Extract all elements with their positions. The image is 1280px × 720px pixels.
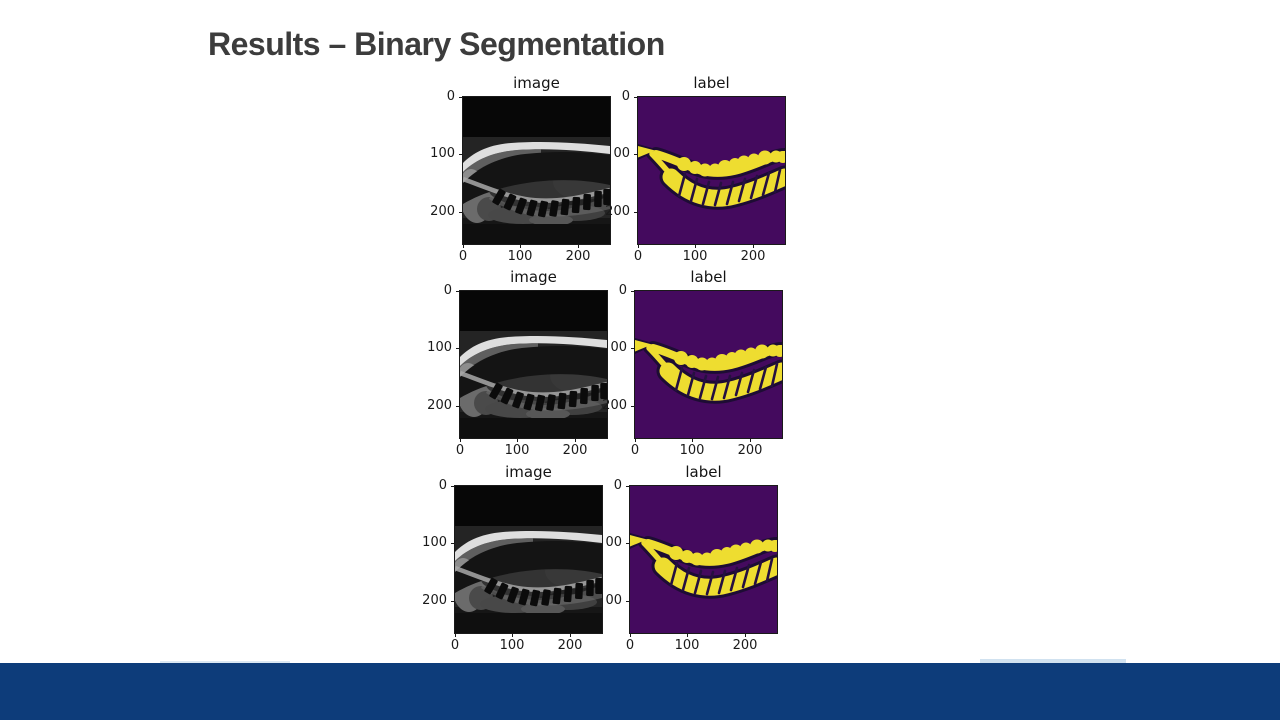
x-tick-label: 200 bbox=[732, 638, 758, 653]
segmentation-mask-image bbox=[630, 486, 777, 633]
x-tick-mark bbox=[512, 633, 513, 637]
mask-plot bbox=[629, 485, 778, 634]
y-tick-label: 0 bbox=[446, 89, 455, 104]
y-tick-mark bbox=[451, 601, 455, 602]
x-tick-label: 200 bbox=[557, 638, 583, 653]
y-tick-label: 100 bbox=[430, 146, 455, 161]
x-tick-mark bbox=[575, 438, 576, 442]
mri-plot bbox=[454, 485, 603, 634]
subplot-title: label bbox=[690, 268, 727, 286]
x-tick-label: 200 bbox=[565, 249, 591, 264]
x-tick-label: 0 bbox=[625, 638, 635, 653]
x-tick-mark bbox=[638, 244, 639, 248]
spine-mri-image bbox=[455, 486, 602, 633]
subplot-title: image bbox=[510, 268, 557, 286]
mri-plot bbox=[462, 96, 611, 245]
y-tick-label: 200 bbox=[427, 398, 452, 413]
y-tick-mark bbox=[451, 543, 455, 544]
y-tick-label: 100 bbox=[427, 340, 452, 355]
x-tick-label: 0 bbox=[630, 443, 640, 458]
x-tick-label: 200 bbox=[737, 443, 763, 458]
x-tick-label: 200 bbox=[562, 443, 588, 458]
y-tick-label: 0 bbox=[438, 478, 447, 493]
x-tick-mark bbox=[750, 438, 751, 442]
y-tick-mark bbox=[456, 406, 460, 407]
x-tick-mark bbox=[517, 438, 518, 442]
x-tick-mark bbox=[687, 633, 688, 637]
x-tick-mark bbox=[463, 244, 464, 248]
y-tick-label: 200 bbox=[605, 204, 630, 219]
x-tick-mark bbox=[570, 633, 571, 637]
x-tick-label: 100 bbox=[499, 638, 525, 653]
y-tick-mark bbox=[456, 348, 460, 349]
subplot-title: label bbox=[693, 74, 730, 92]
x-tick-mark bbox=[520, 244, 521, 248]
subplot-title: label bbox=[685, 463, 722, 481]
y-tick-label: 00 bbox=[610, 340, 627, 355]
subplot-title: image bbox=[505, 463, 552, 481]
x-tick-mark bbox=[745, 633, 746, 637]
y-tick-label: 00 bbox=[605, 593, 622, 608]
y-tick-mark bbox=[626, 601, 630, 602]
x-tick-label: 100 bbox=[507, 249, 533, 264]
mask-plot bbox=[634, 290, 783, 439]
y-tick-mark bbox=[459, 97, 463, 98]
segmentation-mask-image bbox=[635, 291, 782, 438]
y-tick-label: 200 bbox=[430, 204, 455, 219]
y-tick-mark bbox=[634, 212, 638, 213]
x-tick-label: 0 bbox=[450, 638, 460, 653]
mri-plot bbox=[459, 290, 608, 439]
x-tick-mark bbox=[753, 244, 754, 248]
y-tick-mark bbox=[634, 97, 638, 98]
x-tick-label: 200 bbox=[740, 249, 766, 264]
x-tick-mark bbox=[695, 244, 696, 248]
spine-mri-image bbox=[463, 97, 610, 244]
x-tick-label: 100 bbox=[504, 443, 530, 458]
x-tick-label: 100 bbox=[679, 443, 705, 458]
x-tick-mark bbox=[635, 438, 636, 442]
footer-accent-line bbox=[980, 659, 1126, 663]
y-tick-label: 0 bbox=[621, 89, 630, 104]
x-tick-mark bbox=[578, 244, 579, 248]
y-tick-mark bbox=[626, 486, 630, 487]
x-tick-mark bbox=[460, 438, 461, 442]
footer-bar bbox=[0, 663, 1280, 720]
y-tick-label: 0 bbox=[613, 478, 622, 493]
y-tick-label: 00 bbox=[613, 146, 630, 161]
y-tick-mark bbox=[634, 154, 638, 155]
y-tick-mark bbox=[631, 291, 635, 292]
y-tick-label: 0 bbox=[618, 283, 627, 298]
x-tick-label: 0 bbox=[455, 443, 465, 458]
y-tick-mark bbox=[456, 291, 460, 292]
x-tick-mark bbox=[630, 633, 631, 637]
x-tick-label: 0 bbox=[633, 249, 643, 264]
y-tick-label: 100 bbox=[422, 535, 447, 550]
footer-accent-line bbox=[160, 661, 290, 664]
x-tick-mark bbox=[455, 633, 456, 637]
y-tick-label: 0 bbox=[443, 283, 452, 298]
y-tick-mark bbox=[631, 406, 635, 407]
mask-plot bbox=[637, 96, 786, 245]
x-tick-label: 0 bbox=[458, 249, 468, 264]
slide-title: Results – Binary Segmentation bbox=[208, 26, 665, 62]
y-tick-label: 200 bbox=[422, 593, 447, 608]
x-tick-label: 100 bbox=[674, 638, 700, 653]
y-tick-mark bbox=[451, 486, 455, 487]
y-tick-label: 00 bbox=[605, 535, 622, 550]
spine-mri-image bbox=[460, 291, 607, 438]
y-tick-mark bbox=[459, 212, 463, 213]
segmentation-mask-image bbox=[638, 97, 785, 244]
y-tick-mark bbox=[459, 154, 463, 155]
y-tick-mark bbox=[626, 543, 630, 544]
y-tick-label: 200 bbox=[602, 398, 627, 413]
y-tick-mark bbox=[631, 348, 635, 349]
x-tick-mark bbox=[692, 438, 693, 442]
subplot-title: image bbox=[513, 74, 560, 92]
x-tick-label: 100 bbox=[682, 249, 708, 264]
